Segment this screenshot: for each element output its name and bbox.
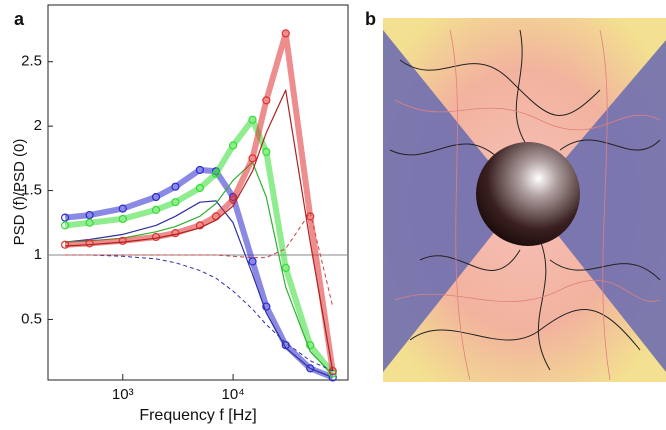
bead <box>476 142 580 246</box>
y-tick-label: 1 <box>34 246 42 263</box>
y-tick-label: 2 <box>34 117 42 134</box>
series-line <box>65 170 333 378</box>
figure: a PSD (f)/PSD (0) Frequency f [Hz] b 0.5… <box>0 0 666 430</box>
trap-illustration: b <box>365 9 666 382</box>
x-tick-label: 10³ <box>112 386 134 403</box>
series-line <box>65 120 333 374</box>
x-axis-label: Frequency f [Hz] <box>139 407 256 424</box>
y-tick-label: 0.5 <box>21 310 42 327</box>
y-tick-label: 2.5 <box>21 53 42 70</box>
x-tick-label: 10⁴ <box>222 386 245 403</box>
y-tick-label: 1.5 <box>21 182 42 199</box>
series-line <box>65 90 333 371</box>
series-line <box>65 162 333 375</box>
panel-label: a <box>14 9 25 29</box>
panel-label: b <box>365 9 376 29</box>
